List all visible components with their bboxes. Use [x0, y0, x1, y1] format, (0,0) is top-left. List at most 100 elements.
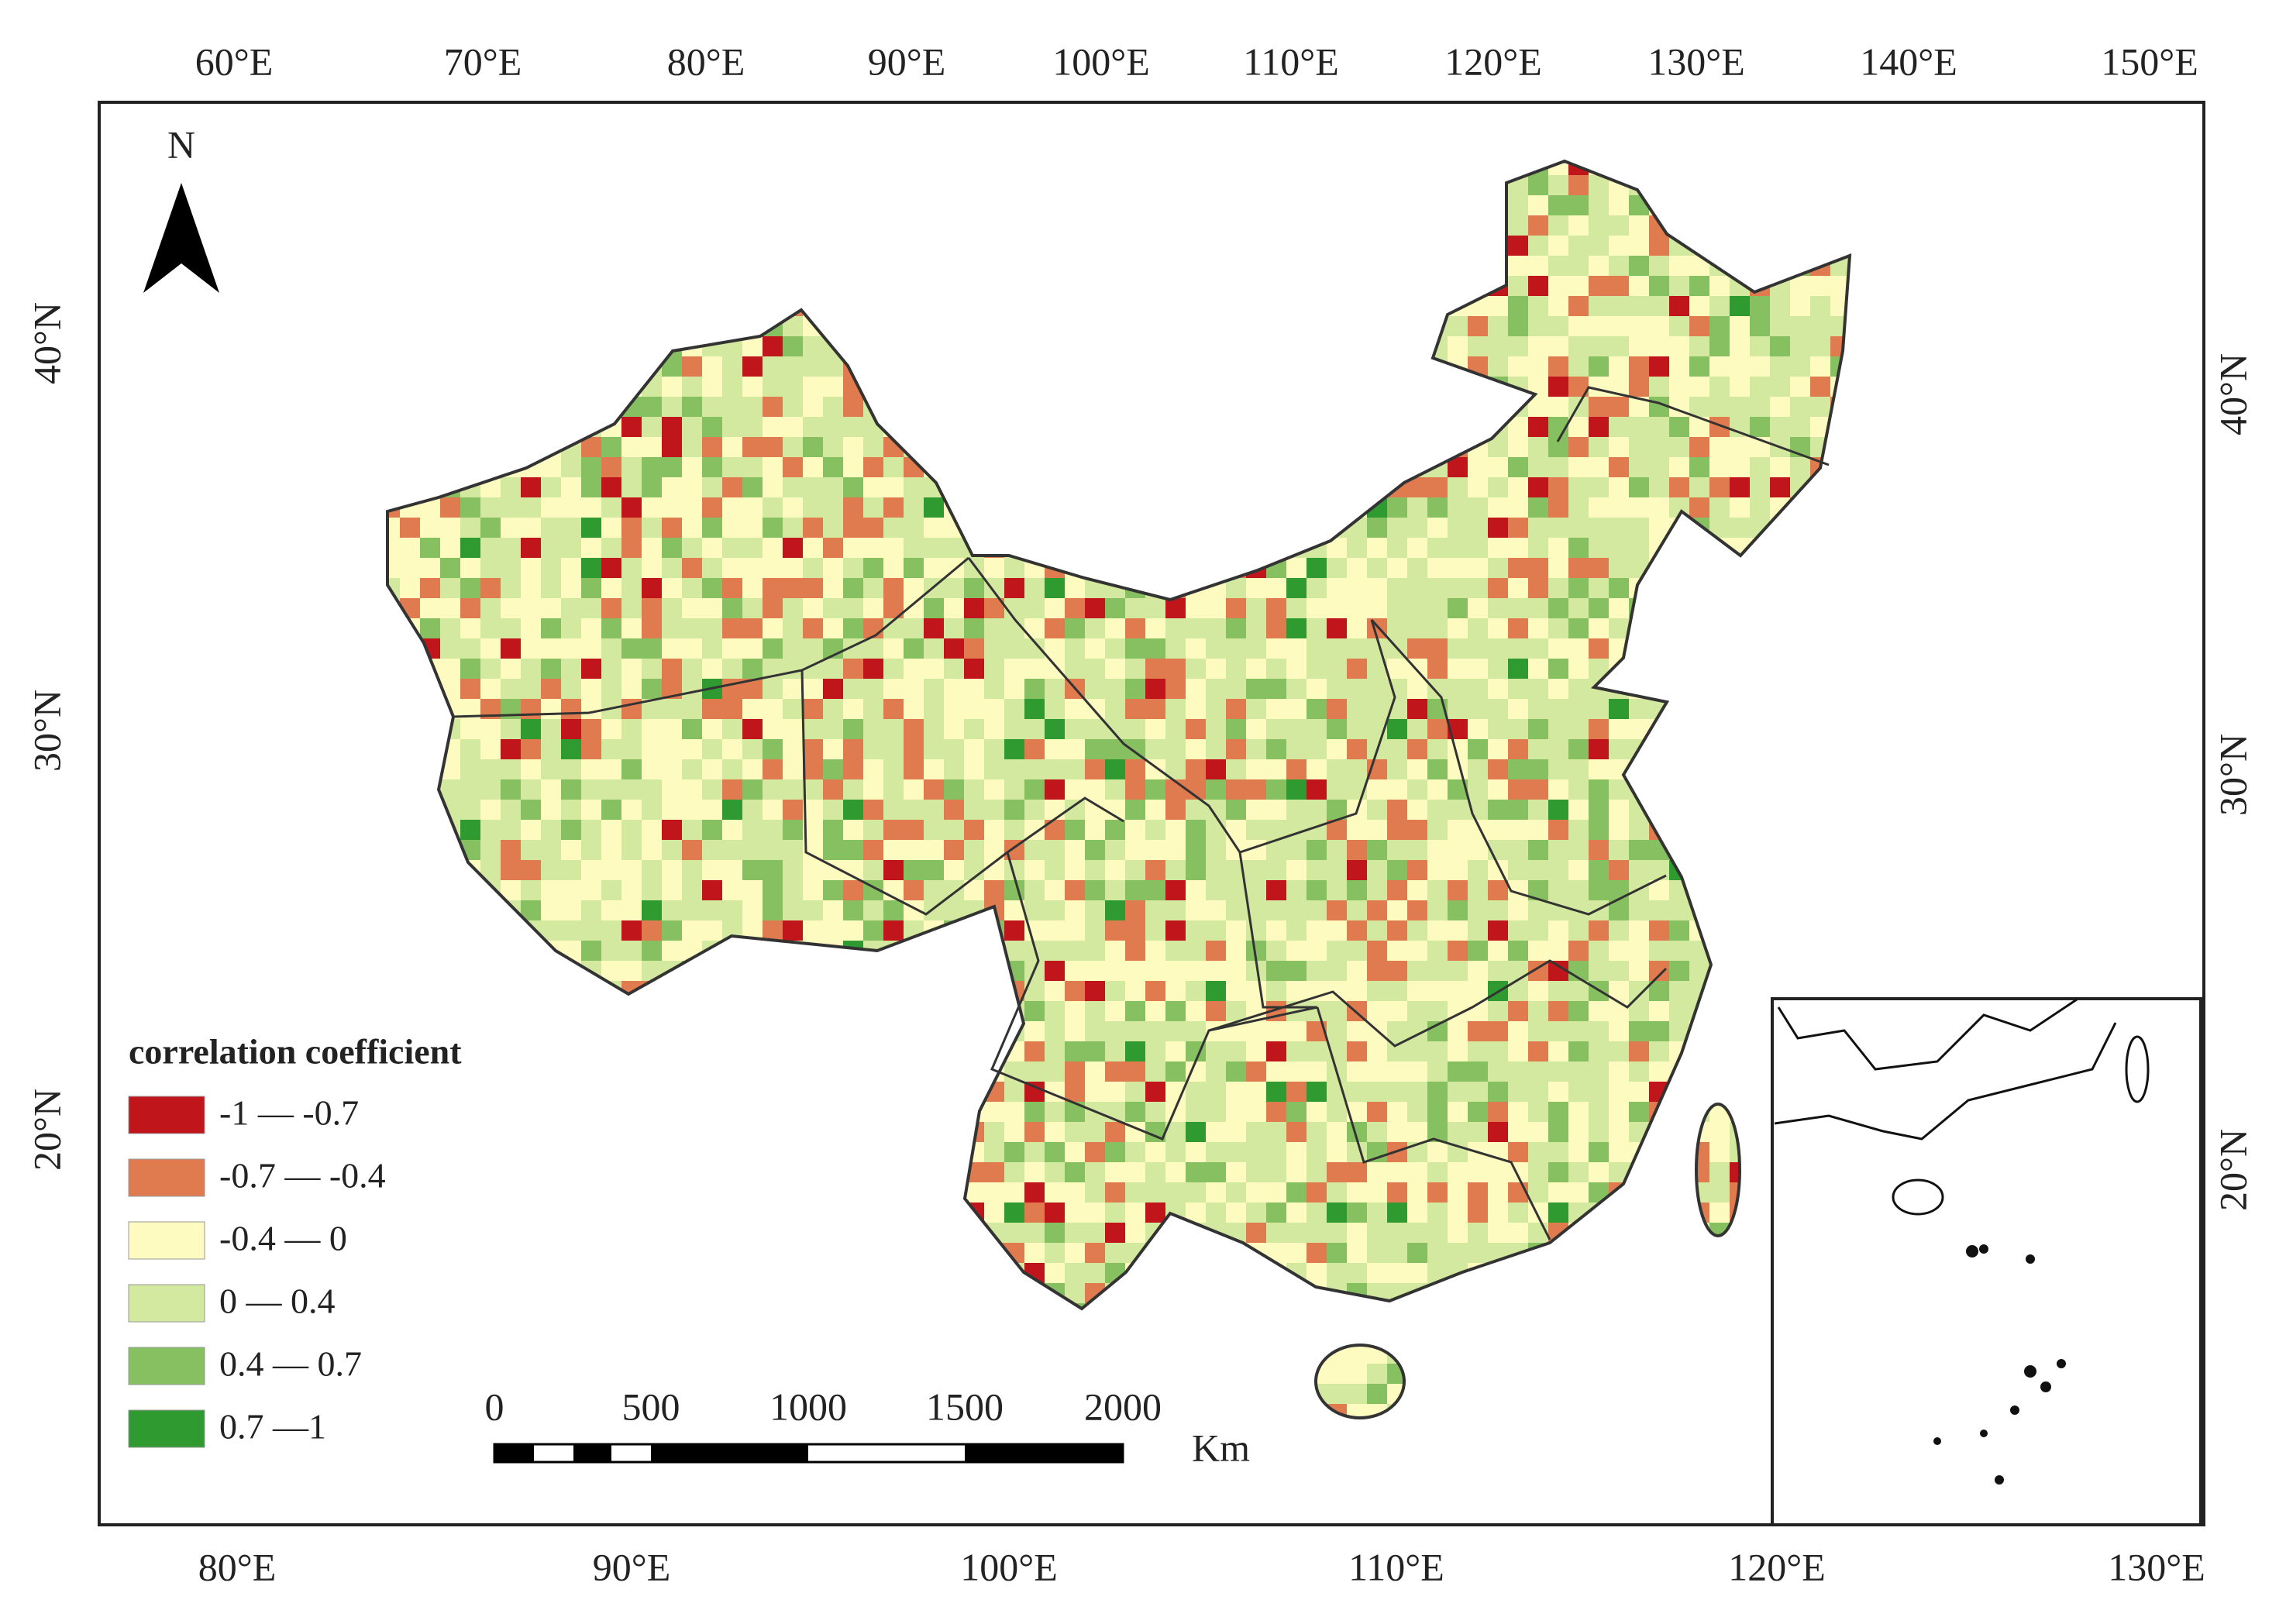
raster-cell: [1145, 1243, 1165, 1263]
raster-cell: [400, 1323, 420, 1344]
raster-cell: [783, 779, 803, 800]
raster-cell: [1508, 558, 1528, 578]
raster-cell: [1045, 920, 1065, 941]
raster-cell: [1367, 860, 1387, 880]
raster-cell: [1307, 860, 1327, 880]
raster-cell: [501, 618, 521, 638]
raster-cell: [621, 840, 642, 860]
scale-unit: Km: [1192, 1426, 1250, 1469]
raster-cell: [843, 1182, 863, 1203]
raster-cell: [1568, 1323, 1589, 1344]
raster-cell: [621, 558, 642, 578]
raster-cell: [1085, 477, 1105, 497]
raster-cell: [1145, 920, 1165, 941]
raster-cell: [1790, 558, 1810, 578]
raster-cell: [1850, 961, 1871, 981]
raster-cell: [863, 457, 883, 477]
raster-cell: [1750, 659, 1770, 679]
raster-cell: [561, 497, 581, 518]
raster-cell: [1085, 659, 1105, 679]
raster-cell: [1347, 860, 1367, 880]
raster-cell: [621, 1323, 642, 1344]
raster-cell: [541, 739, 561, 759]
raster-cell: [460, 1344, 480, 1364]
raster-cell: [1488, 1303, 1508, 1323]
raster-cell: [1347, 316, 1367, 336]
raster-cell: [400, 316, 420, 336]
raster-cell: [440, 296, 460, 316]
raster-cell: [480, 719, 501, 739]
raster-cell: [1387, 1323, 1407, 1344]
inset-taiwan: [2125, 1035, 2150, 1103]
raster-cell: [843, 1122, 863, 1142]
raster-cell: [1226, 961, 1246, 981]
raster-cell: [1266, 457, 1286, 477]
raster-cell: [763, 236, 783, 256]
raster-cell: [682, 1384, 702, 1404]
raster-cell: [601, 578, 621, 598]
raster-cell: [1830, 800, 1850, 820]
raster-cell: [521, 840, 541, 860]
raster-cell: [823, 296, 843, 316]
raster-cell: [863, 1162, 883, 1182]
raster-cell: [1286, 1384, 1307, 1404]
raster-cell: [1004, 739, 1024, 759]
raster-cell: [803, 759, 823, 779]
raster-cell: [400, 1162, 420, 1182]
raster-cell: [1810, 477, 1830, 497]
raster-cell: [1407, 1082, 1427, 1102]
raster-cell: [662, 1263, 682, 1283]
raster-cell: [1528, 1283, 1548, 1303]
raster-cell: [1266, 900, 1286, 920]
raster-cell: [1286, 739, 1307, 759]
raster-cell: [702, 578, 722, 598]
raster-cell: [1689, 618, 1709, 638]
raster-cell: [1327, 679, 1347, 699]
raster-cell: [1568, 1102, 1589, 1122]
raster-cell: [1307, 175, 1327, 195]
raster-cell: [1105, 860, 1125, 880]
raster-cell: [662, 981, 682, 1001]
raster-cell: [1448, 860, 1468, 880]
raster-cell: [1448, 1203, 1468, 1223]
raster-cell: [1145, 538, 1165, 558]
raster-cell: [924, 719, 944, 739]
raster-cell: [944, 759, 964, 779]
raster-cell: [1609, 1041, 1629, 1061]
raster-cell: [702, 900, 722, 920]
raster-cell: [843, 195, 863, 215]
raster-cell: [1609, 1142, 1629, 1162]
raster-cell: [904, 840, 924, 860]
raster-cell: [823, 1243, 843, 1263]
raster-cell: [843, 1364, 863, 1384]
raster-cell: [1145, 699, 1165, 719]
raster-cell: [400, 900, 420, 920]
raster-cell: [460, 377, 480, 397]
raster-cell: [642, 518, 662, 538]
raster-cell: [863, 1182, 883, 1203]
raster-cell: [1286, 1162, 1307, 1182]
raster-cell: [387, 820, 400, 840]
raster-cell: [521, 1364, 541, 1384]
raster-cell: [1770, 356, 1790, 377]
raster-cell: [387, 437, 400, 457]
raster-cell: [823, 1061, 843, 1082]
raster-cell: [501, 1303, 521, 1323]
raster-cell: [883, 1082, 904, 1102]
raster-cell: [1589, 497, 1609, 518]
raster-cell: [1669, 1082, 1689, 1102]
raster-cell: [1024, 161, 1045, 175]
raster-cell: [662, 900, 682, 920]
raster-cell: [722, 1263, 742, 1283]
raster-cell: [601, 1203, 621, 1223]
raster-cell: [1347, 356, 1367, 377]
raster-cell: [722, 618, 742, 638]
raster-cell: [601, 276, 621, 296]
raster-cell: [682, 161, 702, 175]
raster-cell: [843, 840, 863, 860]
raster-cell: [1145, 518, 1165, 538]
raster-cell: [521, 1323, 541, 1344]
raster-cell: [387, 558, 400, 578]
raster-cell: [1770, 880, 1790, 900]
raster-cell: [742, 256, 763, 276]
